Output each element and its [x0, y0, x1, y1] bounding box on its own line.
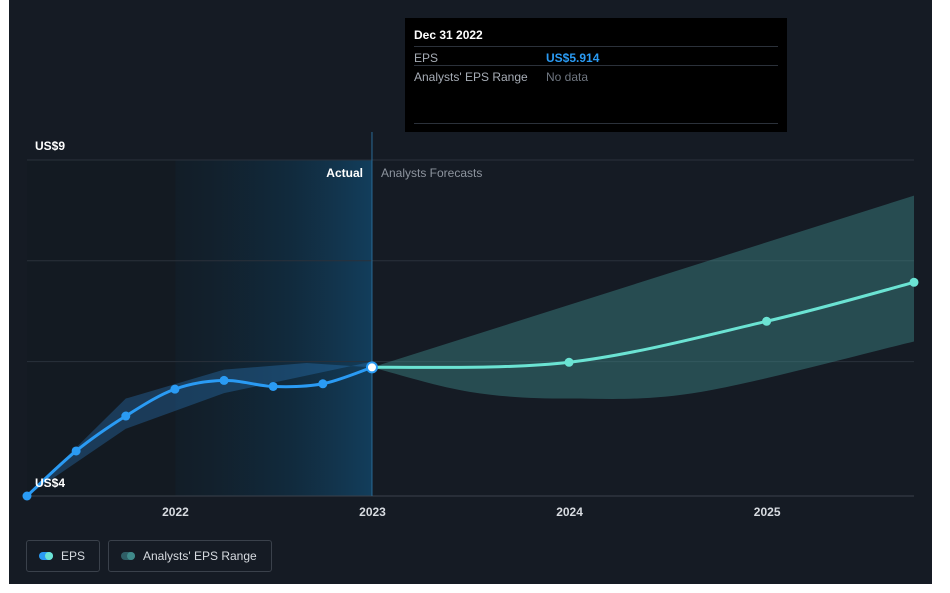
eps-forecast-point [909, 277, 919, 287]
legend-range-label: Analysts' EPS Range [143, 549, 257, 563]
chart-panel: US$9 US$4 2022 2023 2024 2025 Actual Analysts F… [9, 0, 932, 584]
eps-actual-point [170, 384, 180, 394]
eps-hover-point [365, 361, 378, 374]
tooltip-range-label: Analysts' EPS Range [414, 70, 528, 84]
y-tick-label: US$9 [35, 139, 65, 153]
range-swatch-icon [121, 552, 135, 560]
eps-chart: US$9 US$4 2022 2023 2024 2025 Actual Analysts F… [22, 132, 919, 519]
eps-forecast-line [371, 280, 915, 369]
tooltip-eps-label: EPS [414, 51, 439, 65]
legend-item-range[interactable]: Analysts' EPS Range [108, 540, 272, 572]
legend-eps-label: EPS [61, 549, 86, 563]
tooltip-range-value: No data [546, 70, 589, 84]
x-tick-label: 2025 [754, 505, 781, 519]
actual-region-shade [175, 160, 372, 496]
eps-actual-point [121, 411, 131, 421]
x-tick-label: 2023 [359, 505, 386, 519]
y-tick-label: US$4 [35, 476, 65, 490]
eps-actual-point [318, 379, 328, 389]
tooltip-divider [414, 123, 778, 124]
tooltip-range-row: Analysts' EPS Range No data [414, 65, 778, 86]
tooltip-eps-value: US$5.914 [546, 51, 600, 65]
forecast-label: Analysts Forecasts [381, 166, 482, 180]
eps-swatch-icon [39, 552, 53, 560]
tooltip-eps-row: EPS US$5.914 [414, 46, 778, 67]
eps-actual-point [71, 446, 81, 456]
eps-actual-point [22, 491, 32, 501]
eps-forecast-point [564, 357, 574, 367]
tooltip-date: Dec 31 2022 [414, 28, 483, 42]
eps-actual-point [219, 375, 229, 385]
analysts-eps-range-band [371, 195, 914, 399]
hover-tooltip: Dec 31 2022 EPS US$5.914 Analysts' EPS R… [405, 18, 787, 132]
legend-item-eps[interactable]: EPS [26, 540, 100, 572]
x-tick-label: 2022 [162, 505, 189, 519]
actual-eps-band [27, 361, 372, 496]
x-tick-label: 2024 [556, 505, 583, 519]
eps-forecast-point [762, 316, 772, 326]
eps-actual-point [268, 381, 278, 391]
actual-label: Actual [326, 166, 363, 180]
